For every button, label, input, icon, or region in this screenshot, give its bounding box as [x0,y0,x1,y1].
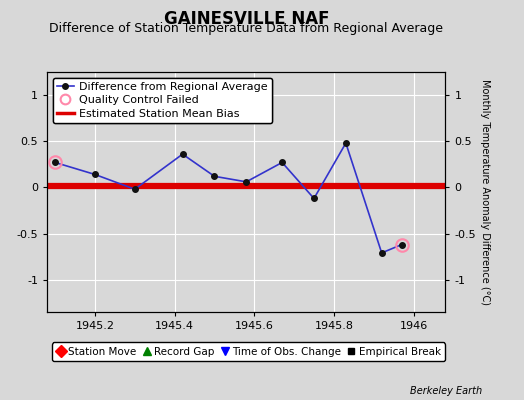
Y-axis label: Monthly Temperature Anomaly Difference (°C): Monthly Temperature Anomaly Difference (… [480,79,490,305]
Text: GAINESVILLE NAF: GAINESVILLE NAF [163,10,329,28]
Text: Berkeley Earth: Berkeley Earth [410,386,482,396]
Legend: Difference from Regional Average, Quality Control Failed, Estimated Station Mean: Difference from Regional Average, Qualit… [53,78,272,123]
Text: Difference of Station Temperature Data from Regional Average: Difference of Station Temperature Data f… [49,22,443,35]
Legend: Station Move, Record Gap, Time of Obs. Change, Empirical Break: Station Move, Record Gap, Time of Obs. C… [52,342,445,361]
